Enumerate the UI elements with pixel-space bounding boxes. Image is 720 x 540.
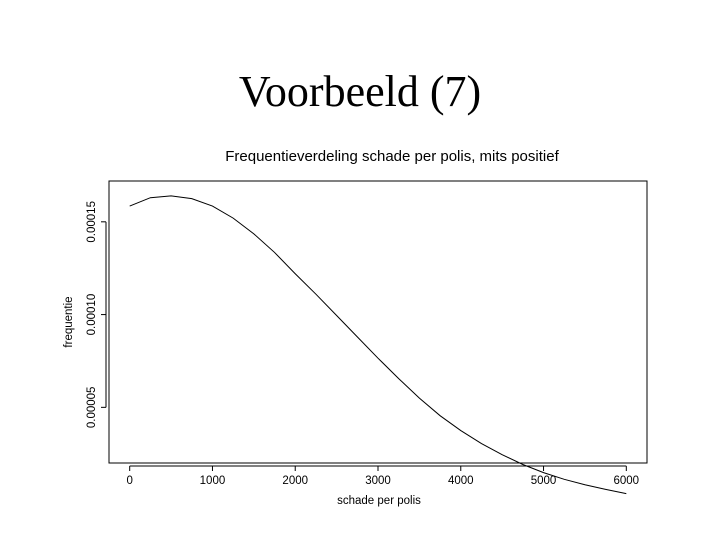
y-tick-label: 0.00010 (86, 294, 98, 336)
x-axis-label: schade per polis (337, 495, 421, 507)
x-axis: 0 1000 2000 3000 4000 5000 6000 (126, 465, 640, 487)
plot-frame (108, 180, 648, 464)
x-tick-label: 5000 (531, 475, 557, 487)
x-tick-label: 0 (126, 475, 132, 487)
y-axis: 0.00005 0.00010 0.00015 (86, 201, 107, 429)
x-tick-label: 2000 (282, 475, 308, 487)
x-tick-label: 4000 (448, 475, 474, 487)
x-tick-label: 1000 (200, 475, 226, 487)
x-tick-label: 3000 (365, 475, 391, 487)
y-axis-label: frequentie (63, 296, 75, 347)
y-tick-label: 0.00005 (86, 387, 98, 429)
slide-title: Voorbeeld (7) (238, 67, 482, 116)
series-line (129, 195, 627, 495)
chart-title: Frequentieverdeling schade per polis, mi… (225, 148, 559, 165)
x-tick-label: 6000 (614, 475, 640, 487)
y-tick-label: 0.00015 (86, 201, 98, 243)
